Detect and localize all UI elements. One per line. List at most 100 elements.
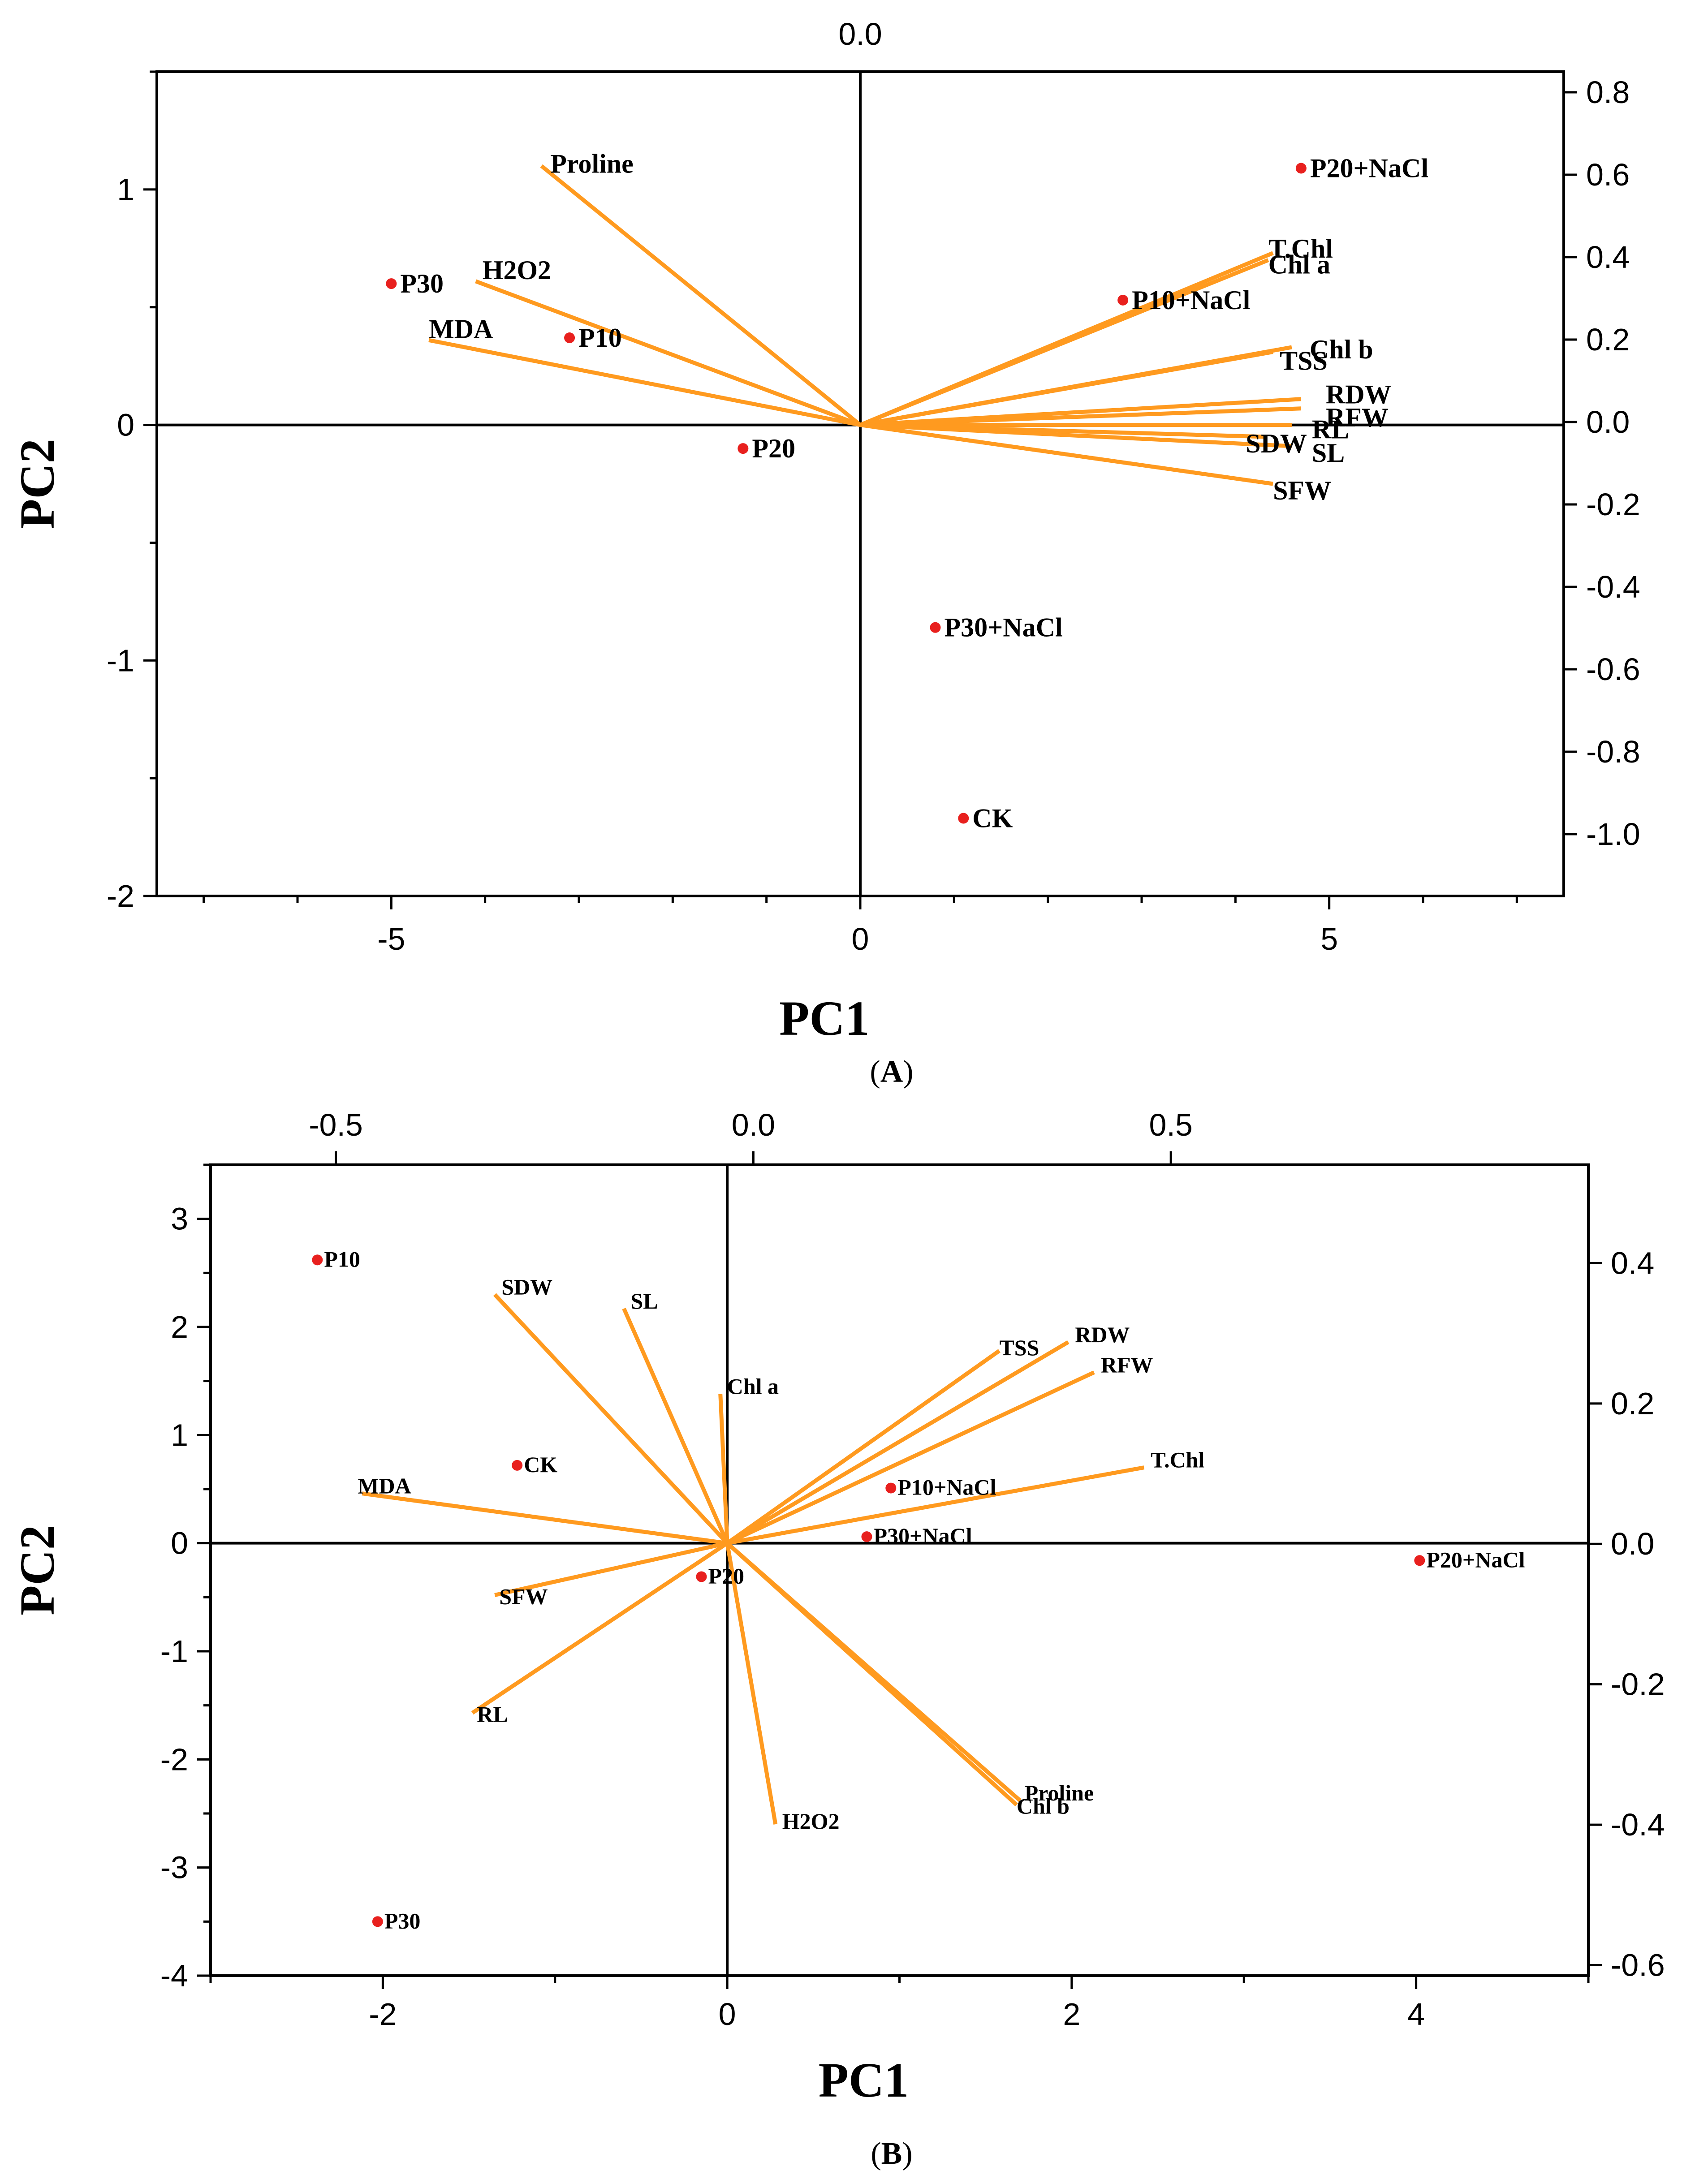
right-tick-label: -0.4: [1586, 569, 1640, 604]
loading-label-proline: Proline: [550, 149, 634, 178]
score-label-ck: CK: [524, 1452, 557, 1477]
right-tick-label: 0.0: [1586, 405, 1630, 439]
x-axis-title: PC1: [819, 2053, 909, 2107]
top-tick-label: 0.5: [1149, 1107, 1193, 1142]
loading-label-rfw: RFW: [1326, 403, 1389, 432]
x-tick-label: 0: [719, 1997, 736, 2032]
loading-label-sl: SL: [1312, 438, 1345, 468]
score-label-p10-nacl: P10+NaCl: [897, 1475, 996, 1500]
loading-vector-chl-a: [718, 1394, 729, 1543]
score-point-p30: [372, 1916, 383, 1927]
loading-label-mda: MDA: [429, 314, 493, 344]
loading-label-chl-b: Chl b: [1310, 335, 1373, 364]
loading-label-rdw: RDW: [1326, 380, 1392, 409]
y-axis-title: PC2: [10, 1525, 65, 1615]
top-tick-label: 0.0: [732, 1107, 775, 1142]
right-tick-label: -0.2: [1611, 1667, 1665, 1702]
loading-label-chl-a: Chl a: [727, 1374, 779, 1399]
loading-label-h2o2: H2O2: [483, 255, 551, 285]
loading-label-tss: TSS: [999, 1335, 1039, 1360]
loading-label-mda: MDA: [358, 1473, 411, 1499]
y-tick-label: 2: [171, 1309, 188, 1344]
score-point-p30: [386, 278, 397, 289]
y-tick-label: 0: [117, 408, 134, 443]
loading-label-rl: RL: [477, 1702, 508, 1727]
y-tick-label: -2: [107, 879, 134, 913]
x-tick-label: 5: [1320, 922, 1338, 956]
right-tick-label: -0.2: [1586, 487, 1640, 522]
loading-label-h2o2: H2O2: [782, 1809, 840, 1834]
loading-vector-h2o2: [725, 1542, 778, 1825]
loading-label-rfw: RFW: [1101, 1352, 1153, 1377]
loading-vector-t-chl: [727, 1465, 1145, 1546]
loading-vector-rfw: [860, 406, 1302, 427]
loading-label-sfw: SFW: [1273, 476, 1331, 505]
loading-vector-h2o2: [475, 279, 861, 427]
score-label-p20-nacl: P20+NaCl: [1310, 154, 1428, 183]
loading-label-t-chl: T.Chl: [1151, 1447, 1204, 1473]
panel-label: (A): [870, 1055, 913, 1089]
right-tick-label: 0.2: [1586, 322, 1630, 357]
score-label-p10: P10: [324, 1246, 360, 1271]
loading-vector-rdw: [726, 1340, 1070, 1545]
x-tick-label: -2: [369, 1997, 397, 2032]
score-point-p20: [696, 1571, 707, 1582]
score-label-p20-nacl: P20+NaCl: [1426, 1547, 1525, 1572]
x-tick-label: 0: [852, 922, 869, 956]
loading-label-chl-b: Chl b: [1017, 1794, 1070, 1819]
score-label-p30-nacl: P30+NaCl: [873, 1523, 972, 1548]
y-tick-label: 1: [171, 1417, 188, 1452]
right-tick-label: -0.4: [1611, 1807, 1665, 1842]
right-tick-label: 0.4: [1586, 240, 1630, 275]
y-tick-label: 3: [171, 1202, 188, 1236]
score-point-p30-nacl: [861, 1531, 872, 1542]
right-tick-label: -1.0: [1586, 817, 1640, 852]
loading-vector-rfw: [726, 1370, 1095, 1545]
right-tick-label: 0.8: [1586, 75, 1630, 110]
loading-label-rdw: RDW: [1075, 1322, 1130, 1347]
panel-label: (B): [871, 2136, 912, 2171]
loading-label-rl: RL: [1312, 415, 1349, 444]
loading-vector-tss: [860, 350, 1273, 427]
y-tick-label: -2: [160, 1742, 188, 1777]
right-tick-label: 0.4: [1611, 1245, 1654, 1280]
loading-label-proline: Proline: [1025, 1780, 1094, 1805]
x-tick-label: -5: [377, 922, 405, 956]
loading-label-sdw: SDW: [501, 1275, 552, 1300]
right-tick-label: 0.6: [1586, 157, 1630, 192]
right-tick-label: -0.8: [1586, 734, 1640, 769]
right-tick-label: 0.2: [1611, 1386, 1654, 1421]
pca-panel-b: SDW SL Chl a TSS RDW RFW T.Chl MDA SFW RL H2O2 Prol…: [10, 1107, 1665, 2171]
loading-vector-rl: [471, 1541, 729, 1715]
loading-vector-chl-b: [726, 1542, 1018, 1807]
loading-label-sl: SL: [631, 1288, 658, 1314]
score-point-ck: [512, 1460, 523, 1471]
right-tick-label: 0.0: [1611, 1526, 1654, 1561]
score-point-p20-nacl: [1295, 163, 1307, 174]
loading-vector-sdw: [493, 1293, 729, 1545]
loading-vector-chl-a: [859, 258, 1269, 427]
loading-vector-sl: [622, 1308, 729, 1544]
loading-vector-sl: [860, 423, 1292, 448]
y-tick-label: -3: [160, 1850, 188, 1885]
right-tick-label: -0.6: [1611, 1947, 1665, 1982]
score-label-p10: P10: [578, 323, 622, 353]
loading-label-sfw: SFW: [499, 1584, 548, 1609]
loading-label-sdw: SDW: [1246, 429, 1307, 458]
y-axis-title: PC2: [10, 439, 65, 529]
right-tick-label: -0.6: [1586, 652, 1640, 687]
score-label-p30-nacl: P30+NaCl: [944, 613, 1062, 642]
loading-vector-proline: [540, 164, 862, 427]
score-label-p20: P20: [752, 434, 795, 463]
loading-vector-sfw: [494, 1541, 728, 1597]
top-tick-label: -0.5: [309, 1107, 363, 1142]
score-point-p10: [312, 1254, 323, 1266]
score-label-p30: P30: [384, 1908, 421, 1933]
score-label-p20: P20: [708, 1563, 744, 1588]
y-tick-label: -4: [160, 1958, 188, 1993]
score-point-p30-nacl: [930, 622, 941, 633]
y-tick-label: -1: [107, 643, 134, 678]
loading-label-tss: TSS: [1280, 346, 1328, 376]
